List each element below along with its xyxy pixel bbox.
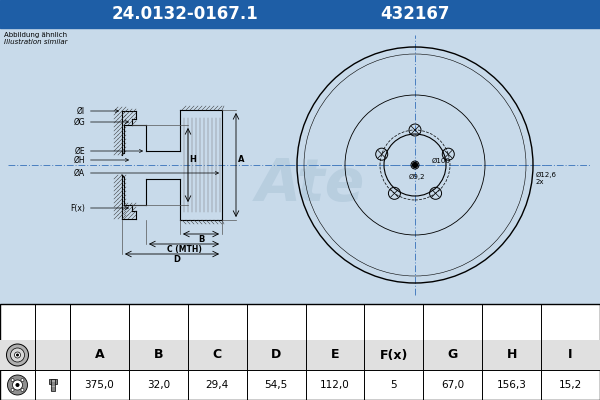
Text: ØE: ØE [74, 146, 142, 156]
Bar [0, 304, 600, 400]
Circle shape [11, 348, 25, 362]
Circle shape [16, 383, 19, 387]
Text: 432167: 432167 [380, 5, 450, 23]
Text: 15,2: 15,2 [559, 380, 582, 390]
Text: E: E [331, 348, 339, 362]
Text: D: D [173, 255, 181, 264]
Text: 54,5: 54,5 [265, 380, 288, 390]
Text: ØI: ØI [77, 106, 118, 116]
Text: Ø9,2: Ø9,2 [409, 174, 425, 180]
Text: G: G [448, 348, 458, 362]
Text: ØH: ØH [73, 156, 128, 164]
Circle shape [21, 378, 24, 382]
Text: 375,0: 375,0 [85, 380, 115, 390]
Text: ØG: ØG [73, 118, 128, 126]
Circle shape [11, 388, 14, 392]
Text: D: D [271, 348, 281, 362]
Bar [50, 379, 55, 391]
Circle shape [21, 388, 24, 392]
Text: 5: 5 [391, 380, 397, 390]
Text: Ø100: Ø100 [431, 158, 451, 164]
Bar [49, 379, 56, 384]
Text: F(x): F(x) [70, 204, 128, 212]
Text: A: A [95, 348, 104, 362]
Text: C (MTH): C (MTH) [167, 245, 202, 254]
Bar [0, 28, 600, 304]
Text: 112,0: 112,0 [320, 380, 350, 390]
Circle shape [14, 352, 20, 358]
Text: B: B [154, 348, 163, 362]
Text: Ate: Ate [256, 156, 365, 214]
Circle shape [13, 380, 23, 390]
Text: I: I [568, 348, 573, 362]
Bar [0, 340, 600, 370]
Text: H: H [506, 348, 517, 362]
Text: ØA: ØA [74, 168, 218, 178]
Circle shape [7, 375, 28, 395]
Text: Ø12,6: Ø12,6 [536, 172, 557, 178]
Circle shape [11, 378, 14, 382]
Text: F(x): F(x) [380, 348, 408, 362]
Bar [0, 0, 600, 28]
Text: 29,4: 29,4 [206, 380, 229, 390]
Text: Illustration similar: Illustration similar [4, 39, 67, 45]
Text: Abbildung ähnlich: Abbildung ähnlich [4, 32, 67, 38]
Circle shape [413, 162, 418, 168]
Text: C: C [212, 348, 222, 362]
Text: 2x: 2x [536, 179, 545, 185]
Text: B: B [198, 235, 204, 244]
Circle shape [7, 344, 29, 366]
Text: 24.0132-0167.1: 24.0132-0167.1 [112, 5, 259, 23]
Text: 156,3: 156,3 [497, 380, 527, 390]
Text: 67,0: 67,0 [441, 380, 464, 390]
Circle shape [16, 354, 19, 356]
Text: A: A [238, 156, 245, 164]
Text: H: H [189, 156, 196, 164]
Text: 32,0: 32,0 [147, 380, 170, 390]
